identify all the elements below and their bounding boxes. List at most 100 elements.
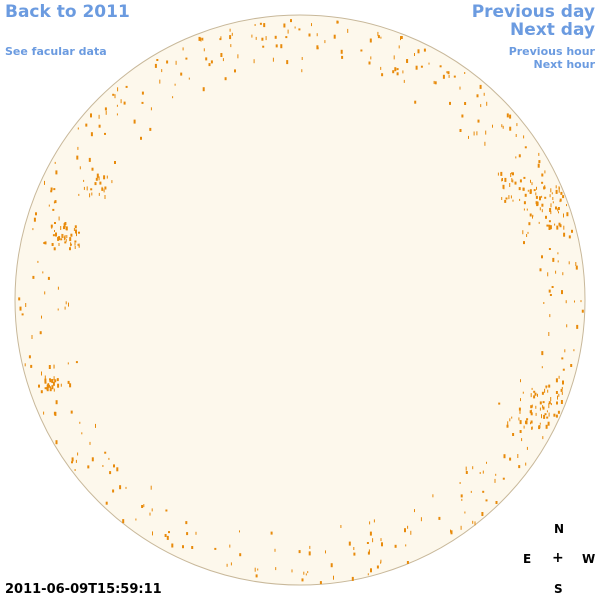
facula-point: [465, 471, 468, 474]
facula-point: [502, 184, 505, 189]
facula-point: [509, 457, 512, 461]
facula-point: [406, 60, 408, 63]
facula-point: [234, 69, 236, 73]
facula-point: [55, 440, 58, 445]
facula-point: [535, 195, 538, 199]
facula-point: [237, 54, 239, 59]
facula-point: [562, 380, 564, 385]
facula-point: [535, 405, 537, 409]
facula-point: [531, 404, 533, 408]
facula-point: [566, 204, 567, 207]
facula-point: [294, 26, 296, 29]
facula-point: [230, 562, 232, 566]
facula-point: [104, 451, 107, 454]
facula-point: [539, 407, 541, 411]
facula-point: [255, 36, 257, 40]
facula-point: [518, 407, 521, 411]
facula-point: [91, 192, 93, 196]
facula-point: [301, 578, 304, 582]
facula-point: [526, 234, 528, 237]
facula-point: [546, 224, 549, 227]
back-to-year-link[interactable]: Back to 2011: [5, 2, 130, 22]
previous-hour-link[interactable]: Previous hour: [508, 45, 595, 58]
facula-point: [98, 124, 101, 128]
facula-point: [542, 406, 545, 410]
see-facular-data-link[interactable]: See facular data: [5, 45, 107, 58]
facula-point: [482, 470, 484, 474]
facula-point: [549, 194, 551, 198]
facula-point: [200, 37, 202, 42]
facula-point: [214, 547, 217, 550]
facula-point: [203, 48, 205, 52]
facula-point: [535, 412, 537, 416]
next-hour-link[interactable]: Next hour: [533, 58, 596, 71]
previous-day-link[interactable]: Previous day: [471, 2, 595, 22]
facula-point: [570, 364, 573, 367]
facula-point: [461, 114, 464, 118]
facula-point: [108, 457, 110, 460]
facula-point: [544, 170, 546, 174]
facula-point: [48, 365, 51, 369]
facula-point: [539, 196, 541, 201]
facula-point: [195, 531, 197, 535]
facula-point: [544, 186, 546, 189]
facula-point: [90, 188, 93, 191]
facula-point: [104, 132, 106, 135]
facula-point: [46, 386, 48, 390]
facula-point: [483, 92, 485, 96]
facula-point: [48, 204, 50, 207]
facula-point: [370, 56, 372, 60]
facula-point: [53, 365, 55, 369]
facula-point: [450, 530, 453, 535]
facula-point: [18, 297, 21, 301]
facula-point: [538, 221, 540, 224]
facula-point: [141, 101, 144, 104]
facula-point: [509, 126, 512, 131]
facula-point: [152, 531, 153, 536]
facula-point: [545, 215, 547, 219]
facula-point: [506, 113, 509, 118]
next-day-link[interactable]: Next day: [510, 20, 595, 40]
facula-point: [464, 102, 467, 105]
facula-point: [117, 87, 119, 92]
facula-point: [575, 262, 577, 266]
facula-point: [150, 485, 152, 490]
facula-point: [511, 172, 513, 175]
facula-point: [261, 37, 264, 41]
facula-point: [545, 424, 548, 429]
facula-point: [280, 44, 283, 49]
facula-point: [150, 107, 152, 111]
facula-point: [420, 517, 422, 522]
facula-point: [83, 179, 85, 182]
facula-point: [319, 581, 322, 585]
facula-point: [539, 422, 541, 425]
facula-point: [58, 243, 60, 246]
facula-point: [69, 237, 72, 242]
facula-point: [105, 110, 107, 115]
facula-point: [70, 410, 73, 414]
facula-point: [541, 414, 542, 419]
facula-point: [41, 315, 42, 319]
facula-point: [220, 53, 223, 57]
facula-point: [404, 528, 406, 533]
facula-point: [43, 242, 46, 244]
facula-point: [559, 200, 561, 203]
facula-point: [542, 401, 545, 404]
facula-point: [51, 243, 54, 246]
facula-point: [166, 535, 169, 540]
facula-point: [561, 387, 563, 389]
facula-point: [182, 47, 184, 51]
facula-point: [180, 72, 183, 76]
facula-point: [255, 574, 258, 578]
facula-point: [78, 193, 80, 196]
facula-point: [520, 379, 521, 383]
facula-point: [353, 552, 356, 556]
facula-point: [262, 45, 265, 48]
facula-point: [550, 188, 552, 193]
facula-point: [95, 423, 96, 428]
facula-point: [70, 243, 72, 246]
facula-point: [90, 132, 93, 137]
facula-point: [229, 35, 232, 40]
facula-point: [581, 309, 584, 313]
facula-point: [523, 201, 526, 205]
